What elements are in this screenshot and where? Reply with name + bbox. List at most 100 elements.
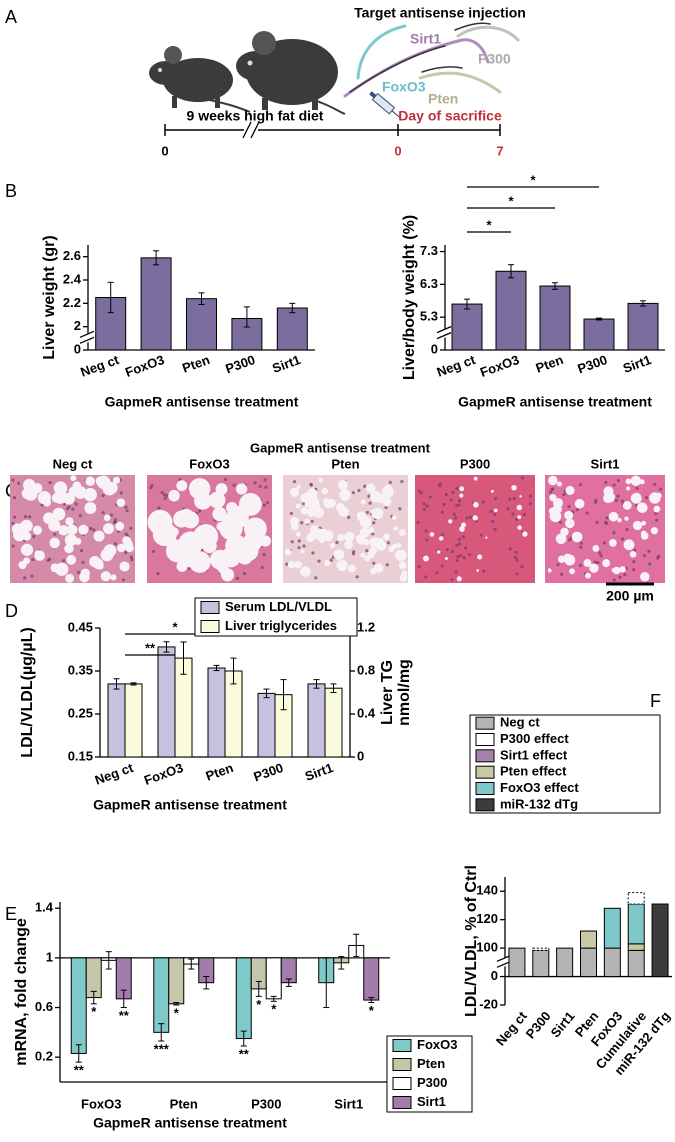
lipid-droplet (291, 562, 297, 567)
nucleus (355, 575, 359, 579)
lipid-droplet (516, 504, 523, 511)
lipid-droplet (485, 536, 488, 539)
bar (276, 307, 308, 351)
lipid-droplet (602, 559, 611, 568)
y2-tick-label: 1.2 (357, 619, 375, 634)
bar-segment (651, 903, 669, 978)
lipid-droplet (63, 492, 76, 505)
nucleus (514, 550, 518, 554)
bar (207, 667, 226, 758)
lipid-droplet (168, 489, 180, 502)
nucleus (76, 570, 81, 574)
nucleus (612, 483, 616, 487)
lipid-droplet (461, 522, 467, 528)
lipid-droplet (52, 507, 66, 521)
lipid-droplet (295, 531, 301, 537)
nucleus (285, 562, 289, 566)
nucleus (253, 481, 257, 485)
lipid-droplet (294, 560, 303, 569)
nucleus (440, 533, 445, 537)
x-tick-label: Sirt1 (303, 760, 335, 784)
nucleus (424, 529, 428, 533)
lipid-droplet (238, 492, 262, 516)
lipid-droplet (395, 542, 402, 549)
lipid-droplet (377, 538, 384, 545)
lipid-droplet (574, 498, 585, 509)
lipid-droplet (391, 515, 397, 520)
nucleus (62, 559, 66, 563)
significance-label: * (172, 619, 178, 634)
lipid-droplet (339, 505, 344, 510)
lipid-droplet (18, 560, 27, 570)
legend-swatch (475, 733, 495, 746)
lipid-droplet (48, 519, 61, 532)
lipid-droplet (608, 511, 619, 522)
gene-label: Pten (428, 91, 458, 107)
lipid-droplet (152, 522, 177, 547)
nucleus (23, 576, 27, 580)
x-tick-label: Pten (180, 352, 212, 376)
nucleus (289, 511, 293, 516)
nucleus (113, 542, 118, 546)
antisense-strands (343, 22, 520, 98)
x-tick-label: FoxO3 (142, 760, 185, 788)
nucleus (616, 494, 620, 498)
nucleus (124, 551, 128, 555)
nucleus (79, 549, 84, 553)
nucleus (605, 516, 609, 520)
lipid-droplet (66, 554, 77, 565)
nucleus (594, 498, 598, 502)
nucleus (455, 543, 459, 547)
y-tick-label: 2.2 (63, 295, 81, 310)
gene-label: P300 (478, 51, 511, 67)
nucleus (351, 491, 355, 495)
lipid-droplet (340, 481, 347, 488)
nucleus (558, 520, 563, 524)
gene-label: Sirt1 (410, 31, 441, 47)
lipid-droplet (348, 564, 356, 573)
lipid-droplet (629, 551, 637, 558)
lipid-droplet (438, 536, 444, 541)
lipid-droplet (70, 475, 77, 482)
legend-label: Liver triglycerides (225, 618, 337, 633)
x-tick-label: P300 (251, 1096, 281, 1111)
x-tick-label: Sirt1 (548, 1008, 578, 1040)
y-tick-label: 0 (74, 341, 81, 356)
y-tick-label: 2.6 (63, 248, 81, 263)
nucleus (579, 545, 583, 549)
nucleus (528, 494, 533, 498)
x-tick-label: Sirt1 (621, 352, 653, 376)
nucleus (119, 491, 123, 495)
lipid-droplet (39, 494, 50, 505)
x-tick-label: Neg ct (93, 760, 136, 788)
lipid-droplet (65, 517, 74, 526)
lipid-droplet (640, 530, 647, 537)
sacrifice-label: Day of sacrifice (398, 108, 502, 124)
y-tick-label: 0.35 (68, 662, 93, 677)
nucleus (309, 483, 313, 487)
histology-image (415, 475, 535, 583)
legend-swatch (200, 620, 220, 633)
bar-segment (627, 949, 645, 978)
lipid-droplet (66, 524, 78, 535)
bar (583, 318, 615, 351)
nucleus (520, 565, 524, 569)
histology-label: Sirt1 (591, 456, 620, 471)
nucleus (548, 490, 553, 494)
lipid-droplet (220, 547, 241, 568)
nucleus (493, 496, 498, 501)
panel-label: D (5, 601, 18, 621)
lipid-droplet (370, 509, 376, 515)
nucleus (467, 553, 472, 557)
nucleus (371, 532, 375, 536)
lipid-droplet (557, 481, 563, 487)
lipid-droplet (226, 501, 238, 514)
y-axis-title: mRNA, fold change (13, 918, 30, 1066)
lipid-droplet (383, 484, 393, 494)
panel-label: B (5, 181, 17, 201)
lipid-droplet (65, 573, 75, 583)
y-axis-title: Liver/body weight (%) (401, 215, 418, 380)
y-axis-title: Liver weight (gr) (41, 235, 58, 359)
lipid-droplet (363, 539, 370, 546)
y-tick-label: 0.45 (68, 619, 93, 634)
